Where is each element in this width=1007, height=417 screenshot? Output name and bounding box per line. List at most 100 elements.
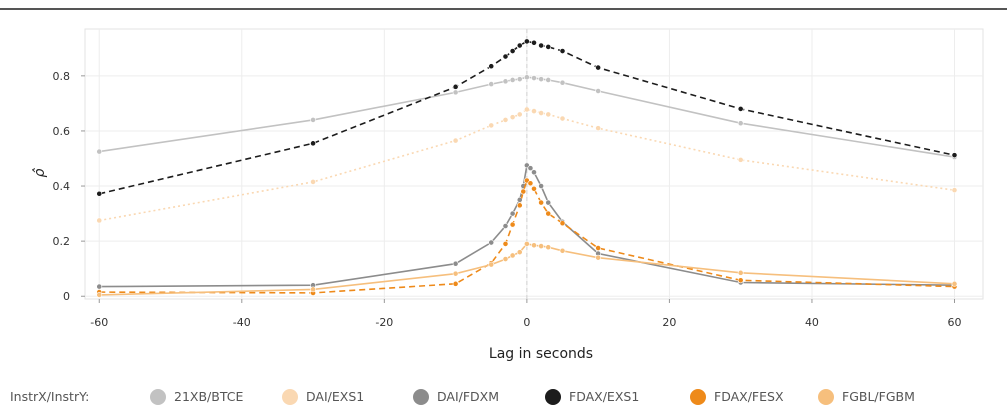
- series-dai-exs1: [96, 106, 958, 224]
- data-point: [737, 277, 744, 284]
- data-point: [488, 122, 495, 129]
- data-point: [509, 48, 516, 54]
- data-point: [509, 114, 516, 121]
- y-tick-label: 0.4: [53, 180, 71, 193]
- data-point: [502, 223, 509, 229]
- data-point: [509, 77, 516, 83]
- data-point: [523, 74, 530, 81]
- x-tick-label: 0: [523, 316, 530, 329]
- x-tick-label: -60: [90, 316, 108, 329]
- data-point: [559, 79, 566, 86]
- data-point: [310, 179, 316, 185]
- data-point: [310, 117, 316, 123]
- legend-label: FDAX/FESX: [714, 389, 784, 404]
- x-axis-label: Lag in seconds: [489, 346, 593, 362]
- data-point: [452, 89, 459, 96]
- series-line: [99, 40, 955, 195]
- data-point: [545, 199, 552, 206]
- data-point: [502, 78, 509, 85]
- data-point: [531, 242, 537, 249]
- data-point: [595, 254, 602, 261]
- data-point: [737, 269, 744, 276]
- legend-swatch: [413, 389, 429, 405]
- legend-swatch: [150, 389, 166, 405]
- data-point: [531, 39, 537, 46]
- series-group: [96, 38, 958, 298]
- data-point: [502, 53, 509, 60]
- data-point: [452, 280, 459, 287]
- series-fgbl-fgbm: [96, 240, 958, 298]
- data-point: [523, 240, 530, 247]
- data-point: [516, 76, 523, 83]
- data-point: [502, 117, 509, 123]
- data-point: [516, 202, 523, 209]
- data-point: [559, 115, 566, 122]
- legend-label: 21XB/BTCE: [174, 389, 243, 404]
- x-tick-label: -40: [233, 316, 251, 329]
- series-fdax-exs1: [96, 38, 958, 197]
- series-21xb-btce: [96, 74, 958, 161]
- y-axis-ticks: 0 0.2 0.4 0.6 0.8: [53, 70, 85, 303]
- legend-swatch: [282, 389, 298, 405]
- data-point: [516, 111, 523, 118]
- data-point: [488, 261, 495, 268]
- data-point: [538, 110, 545, 116]
- legend: InstrX/InstrY: 21XB/BTCE DAI/EXS1 DAI/FDXM…: [10, 389, 915, 405]
- data-point: [545, 44, 552, 50]
- legend-swatch: [690, 389, 706, 405]
- data-point: [488, 63, 495, 70]
- data-point: [509, 252, 516, 259]
- legend-label: FDAX/EXS1: [569, 389, 639, 404]
- data-point: [538, 243, 545, 250]
- plot-panel: [84, 28, 984, 300]
- data-point: [559, 48, 566, 54]
- data-point: [559, 247, 566, 254]
- data-point: [538, 199, 545, 206]
- data-point: [595, 64, 602, 71]
- data-point: [516, 42, 523, 49]
- data-point: [531, 169, 537, 176]
- legend-swatch: [818, 389, 834, 405]
- legend-label: DAI/FDXM: [437, 389, 499, 404]
- y-tick-label: 0.8: [53, 70, 71, 83]
- data-point: [310, 286, 316, 293]
- data-point: [509, 210, 516, 217]
- data-point: [545, 244, 552, 251]
- data-point: [527, 180, 534, 187]
- data-point: [545, 111, 552, 118]
- x-tick-label: 60: [947, 316, 961, 329]
- data-point: [520, 188, 527, 195]
- data-point: [531, 108, 537, 115]
- data-point: [595, 245, 602, 251]
- y-tick-label: 0: [63, 290, 70, 303]
- data-point: [531, 185, 537, 192]
- data-point: [951, 152, 958, 159]
- data-point: [452, 137, 459, 144]
- legend-label: DAI/EXS1: [306, 389, 364, 404]
- data-point: [96, 190, 103, 197]
- data-point: [951, 280, 958, 287]
- data-point: [527, 165, 534, 172]
- data-point: [96, 291, 103, 298]
- data-point: [951, 187, 958, 194]
- data-point: [595, 88, 602, 94]
- data-point: [545, 77, 552, 83]
- data-point: [502, 240, 509, 247]
- data-point: [538, 76, 545, 83]
- data-point: [452, 260, 459, 267]
- data-point: [452, 83, 459, 90]
- legend-label: FGBL/FGBM: [842, 389, 915, 404]
- data-point: [523, 106, 530, 113]
- legend-title: InstrX/InstrY:: [10, 389, 89, 404]
- data-point: [488, 239, 495, 246]
- data-point: [531, 75, 537, 81]
- data-point: [545, 210, 552, 217]
- y-tick-label: 0.6: [53, 125, 71, 138]
- series-line: [99, 108, 955, 222]
- data-point: [737, 156, 744, 163]
- data-point: [516, 249, 523, 256]
- data-point: [559, 220, 566, 227]
- series-line: [99, 179, 955, 294]
- data-point: [509, 221, 516, 228]
